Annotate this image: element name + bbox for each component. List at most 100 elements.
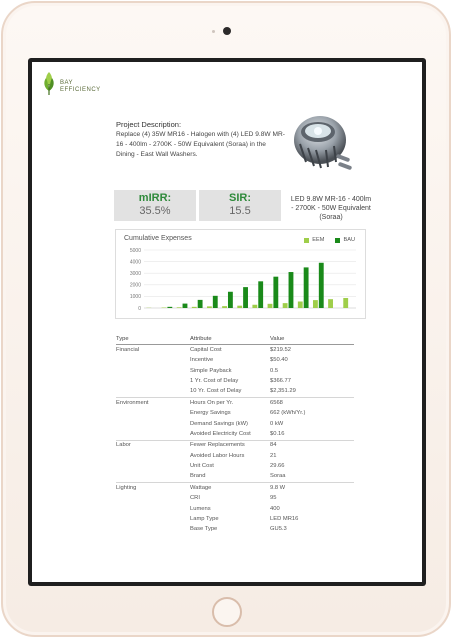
cell-type bbox=[116, 376, 190, 386]
cell-value: $366.77 bbox=[270, 377, 291, 384]
bar-bau bbox=[197, 299, 203, 308]
cell-value: $2,351.29 bbox=[270, 388, 296, 395]
cell-attribute: Unit Cost bbox=[190, 463, 214, 470]
logo-text-line1: BAY bbox=[60, 80, 74, 86]
bar-eem bbox=[252, 304, 258, 308]
bar-bau bbox=[288, 272, 294, 308]
y-tick-label: 5000 bbox=[130, 248, 141, 254]
cell-attribute: Avoided Electricity Cost bbox=[190, 430, 251, 437]
table-row: 10 Yr. Cost of Delay $2,351.29 bbox=[116, 387, 354, 398]
cell-type: Environment bbox=[116, 396, 190, 409]
cell-type bbox=[116, 451, 190, 461]
y-tick-label: 4000 bbox=[130, 259, 141, 265]
bar-eem bbox=[297, 301, 303, 308]
col-header-attribute: Attribute bbox=[190, 334, 270, 345]
home-button[interactable] bbox=[212, 597, 242, 627]
cumulative-expenses-chart: 0 1000 2000 3000 4000 5000 Cumulative Expense… bbox=[115, 229, 366, 319]
attribute-table: Type Attribute Value Financial Capital Co… bbox=[116, 334, 354, 535]
report-screen[interactable]: BAY EFFICIENCY Project Description: Repl… bbox=[32, 62, 422, 582]
bar-bau bbox=[318, 262, 324, 308]
chart-canvas: 0 1000 2000 3000 4000 5000 bbox=[130, 248, 356, 312]
bar-eem bbox=[312, 300, 318, 308]
cell-value: 6568 bbox=[270, 396, 354, 409]
table-row: Lamp Type LED MR16 bbox=[116, 514, 354, 524]
table-row: Simple Payback 0.5 bbox=[116, 366, 354, 376]
cell-value: 662 (kWh/Yr.) bbox=[270, 410, 306, 417]
cell-value: 0 kW bbox=[270, 420, 284, 427]
y-tick-label: 2000 bbox=[130, 283, 141, 289]
bar-eem bbox=[191, 306, 197, 308]
legend-swatch-eem bbox=[304, 237, 310, 243]
cell-attribute: Lamp Type bbox=[190, 516, 219, 523]
cell-value: 400 bbox=[270, 505, 280, 512]
cell-value: $50.40 bbox=[270, 357, 288, 364]
chart-legend: EEM BAU bbox=[304, 237, 355, 243]
table-row: Brand Soraa bbox=[116, 472, 354, 483]
lamp-name: LED 9.8W MR-16 - 400lm - 2700K - 50W Equ… bbox=[290, 196, 372, 221]
mirr-value: 35.5% bbox=[139, 205, 171, 217]
cell-value: $219.52 bbox=[270, 346, 291, 353]
cell-type bbox=[116, 408, 190, 418]
cell-value: GU5.3 bbox=[270, 526, 287, 533]
bar-bau bbox=[182, 303, 188, 308]
bar-bau bbox=[273, 276, 279, 308]
table-row: Avoided Electricity Cost $0.16 bbox=[116, 429, 354, 440]
table-row: 1 Yr. Cost of Delay $366.77 bbox=[116, 376, 354, 386]
table-row: Labor Fewer Replacements 84 bbox=[116, 439, 354, 451]
chart-title: Cumulative Expenses bbox=[124, 235, 192, 242]
cell-type bbox=[116, 461, 190, 471]
bar-eem bbox=[282, 303, 288, 308]
cell-value: 29.66 bbox=[270, 463, 285, 470]
col-header-value: Value bbox=[270, 334, 354, 345]
bar-bau bbox=[243, 287, 248, 308]
bar-eem bbox=[176, 307, 182, 308]
cell-value: $0.16 bbox=[270, 430, 285, 437]
front-camera bbox=[223, 27, 231, 35]
table-row: Unit Cost 29.66 bbox=[116, 461, 354, 471]
y-tick-label: 3000 bbox=[130, 271, 141, 277]
cell-type bbox=[116, 504, 190, 514]
leaf-logo-icon bbox=[44, 72, 54, 95]
cell-attribute: Energy Savings bbox=[190, 410, 231, 417]
cell-type bbox=[116, 472, 190, 483]
cell-attribute: Avoided Labor Hours bbox=[190, 452, 245, 459]
proximity-sensor bbox=[212, 30, 215, 33]
table-row: Environment Hours On per Yr. 6568 bbox=[116, 396, 354, 409]
bar-eem bbox=[222, 306, 227, 308]
led-bulb-image bbox=[294, 116, 352, 170]
cell-attribute: Brand bbox=[190, 473, 206, 480]
table-row: Financial Capital Cost $219.52 bbox=[116, 345, 354, 356]
cell-attribute: Simple Payback bbox=[190, 367, 232, 374]
cell-type: Financial bbox=[116, 346, 140, 353]
col-header-type: Type bbox=[116, 334, 190, 345]
cell-value: Soraa bbox=[270, 473, 286, 480]
y-tick-label: 0 bbox=[138, 306, 141, 312]
mirr-box: mIRR: 35.5% bbox=[114, 190, 196, 221]
bar-bau bbox=[258, 281, 264, 308]
bay-efficiency-logo: BAY EFFICIENCY bbox=[42, 70, 102, 100]
bar-bau bbox=[303, 267, 309, 308]
bar-bau bbox=[227, 291, 233, 308]
table-row: Incentive $50.40 bbox=[116, 355, 354, 365]
sir-label: SIR: bbox=[229, 192, 251, 204]
table-row: Lumens 400 bbox=[116, 504, 354, 514]
bar-bau bbox=[167, 306, 173, 308]
cell-attribute: Fewer Replacements bbox=[190, 439, 270, 451]
bar-eem bbox=[267, 303, 273, 308]
table-row: Lighting Wattage 9.8 W bbox=[116, 482, 354, 494]
cell-attribute: Lumens bbox=[190, 505, 211, 512]
project-description-label: Project Description: bbox=[116, 120, 182, 129]
cell-type bbox=[116, 355, 190, 365]
cell-type bbox=[116, 366, 190, 376]
cell-value: 95 bbox=[270, 495, 277, 502]
cell-type: Labor bbox=[116, 439, 190, 451]
cell-type: Lighting bbox=[116, 482, 190, 494]
cell-attribute: Hours On per Yr. bbox=[190, 396, 270, 409]
cell-value: LED MR16 bbox=[270, 516, 299, 523]
cell-value: 21 bbox=[270, 452, 277, 459]
mirr-label: mIRR: bbox=[138, 192, 172, 204]
logo-text-line2: EFFICIENCY bbox=[60, 87, 101, 93]
sir-value: 15.5 bbox=[229, 205, 251, 217]
cell-type bbox=[116, 387, 190, 398]
sir-box: SIR: 15.5 bbox=[199, 190, 281, 221]
